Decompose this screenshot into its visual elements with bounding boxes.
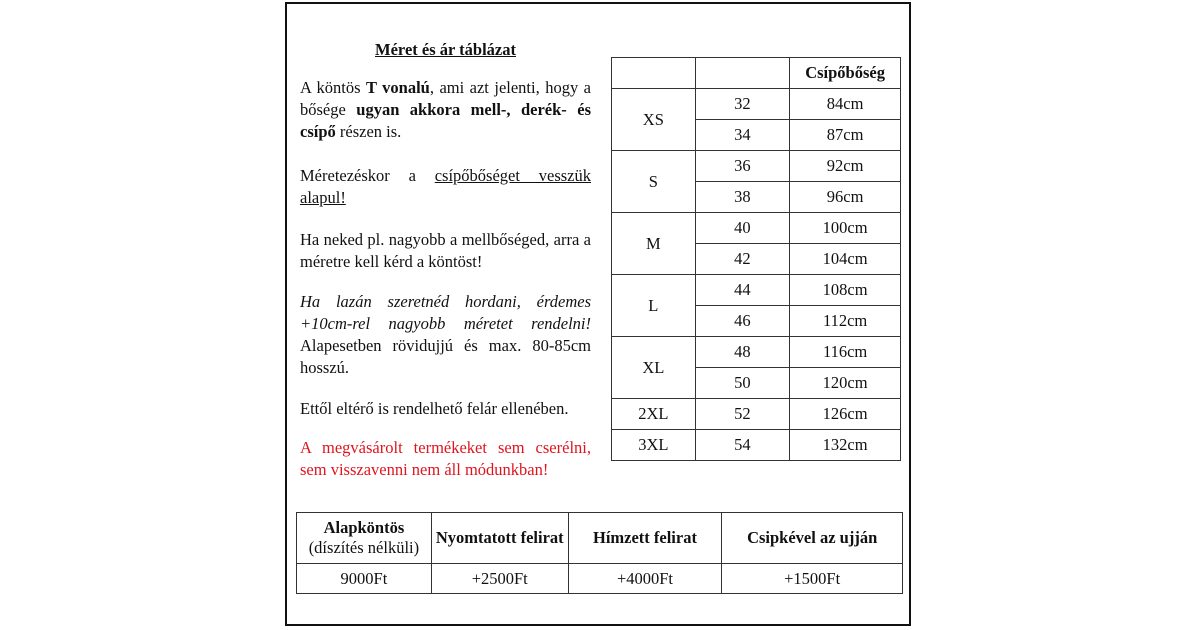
size-table-row: 3XL 54 132cm: [611, 429, 901, 461]
size-number-cell: 42: [694, 243, 791, 275]
price-header-cell: Nyomtatott felirat: [430, 512, 569, 564]
size-table-row: L 44 108cm: [611, 274, 901, 337]
sizing-underlined: csípőbőséget vesszük alapul!: [300, 166, 591, 207]
size-number-cell: 32: [694, 88, 791, 120]
price-table: Alapköntös (díszítés nélküli) Nyomtatott f…: [296, 512, 903, 594]
hip-measure-cell: 126cm: [789, 398, 901, 430]
size-label-cell: L: [611, 274, 696, 337]
size-table-header-cell: [611, 57, 696, 89]
intro-text: részen is.: [335, 122, 402, 141]
size-number-cell: 38: [694, 181, 791, 213]
hip-measure-cell: 84cm: [789, 88, 901, 120]
hip-measure-cell: 112cm: [789, 305, 901, 337]
size-number-cell: 44: [694, 274, 791, 306]
loose-note-text: Alapesetben rövidujjú és max. 80-85cm ho…: [300, 336, 591, 377]
size-table-header-row: Csípőbőség: [611, 57, 901, 89]
price-value-cell: +4000Ft: [567, 563, 723, 594]
intro-bold: T vonalú: [365, 78, 430, 97]
price-header-title: Csipkével az ujján: [747, 528, 878, 547]
size-table-row: 34 87cm: [612, 119, 901, 151]
size-table-row: 46 112cm: [612, 305, 901, 337]
sizing-text: Méretezéskor a: [300, 166, 435, 185]
intro-text: A köntös: [300, 78, 366, 97]
size-table-header-cell: Csípőbőség: [789, 57, 901, 89]
intro-bold: ugyan akkora mell-, derék- és csípő: [300, 100, 591, 141]
size-table-row: XL 48 116cm: [611, 336, 901, 399]
size-number-cell: 50: [694, 367, 791, 399]
size-table-row: 2XL 52 126cm: [611, 398, 901, 430]
warning-text: A megvásárolt termékeket sem cserélni, s…: [300, 438, 591, 479]
size-table-row: 42 104cm: [612, 243, 901, 275]
hip-measure-cell: 132cm: [789, 429, 901, 461]
loose-note-italic: Ha lazán szeretnéd hordani, érdemes +10c…: [300, 292, 591, 333]
sizing-paragraph: Méretezéskor a csípőbőséget vesszük alap…: [300, 165, 591, 209]
size-table-row: XS 32 84cm: [611, 88, 901, 151]
intro-text: , ami azt jelenti, hogy a bősége: [300, 78, 591, 119]
hip-measure-cell: 87cm: [789, 119, 901, 151]
size-number-cell: 40: [694, 212, 791, 244]
size-label-cell: XL: [611, 336, 696, 399]
size-label-cell: XS: [611, 88, 696, 151]
size-label-cell: 3XL: [611, 429, 696, 461]
price-table-header-row: Alapköntös (díszítés nélküli) Nyomtatott f…: [296, 512, 903, 564]
hip-measure-cell: 96cm: [789, 181, 901, 213]
size-table: Csípőbőség XS 32 84cm 34 87cm S 36 92cm 38 96cm M 40…: [611, 57, 901, 461]
size-label-cell: M: [611, 212, 696, 275]
hip-measure-cell: 108cm: [789, 274, 901, 306]
size-table-row: M 40 100cm: [611, 212, 901, 275]
size-number-cell: 36: [694, 150, 791, 182]
price-header-title: Hímzett felirat: [592, 528, 697, 547]
hip-measure-cell: 92cm: [789, 150, 901, 182]
size-number-cell: 54: [694, 429, 791, 461]
document-frame: [285, 2, 911, 626]
size-number-cell: 46: [694, 305, 791, 337]
hip-measure-cell: 116cm: [789, 336, 901, 368]
price-header-title: Alapköntös: [323, 518, 405, 537]
price-value-cell: 9000Ft: [296, 563, 432, 594]
size-table-row: S 36 92cm: [611, 150, 901, 213]
page-title: Méret és ár táblázat: [375, 40, 516, 59]
price-header-subtitle: (díszítés nélküli): [308, 538, 420, 557]
size-table-header-cell: [694, 57, 791, 89]
size-label-cell: S: [611, 150, 696, 213]
price-value-cell: +1500Ft: [721, 563, 903, 594]
intro-paragraph: A köntös T vonalú, ami azt jelenti, hogy…: [300, 77, 591, 143]
size-label-cell: 2XL: [611, 398, 696, 430]
price-header-cell: Alapköntös (díszítés nélküli): [296, 512, 432, 564]
loose-note: Ha lazán szeretnéd hordani, érdemes +10c…: [300, 291, 591, 379]
size-number-cell: 48: [694, 336, 791, 368]
chest-note: Ha neked pl. nagyobb a mellbőséged, arra…: [300, 230, 591, 271]
price-table-value-row: 9000Ft +2500Ft +4000Ft +1500Ft: [296, 563, 903, 594]
price-header-title: Nyomtatott felirat: [435, 528, 564, 547]
custom-note: Ettől eltérő is rendelhető felár ellenéb…: [300, 399, 569, 418]
size-number-cell: 34: [694, 119, 791, 151]
size-number-cell: 52: [694, 398, 791, 430]
price-header-cell: Hímzett felirat: [567, 512, 723, 564]
price-header-cell: Csipkével az ujján: [721, 512, 903, 564]
hip-measure-cell: 100cm: [789, 212, 901, 244]
hip-measure-cell: 120cm: [789, 367, 901, 399]
hip-measure-cell: 104cm: [789, 243, 901, 275]
price-value-cell: +2500Ft: [430, 563, 569, 594]
